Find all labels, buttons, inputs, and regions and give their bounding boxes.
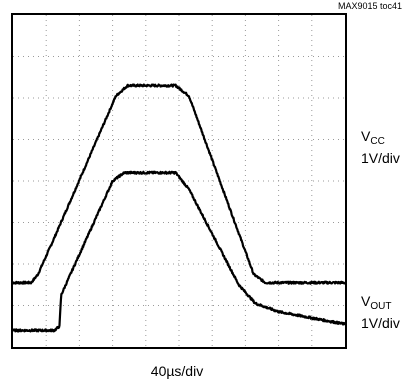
plot-frame <box>11 13 347 349</box>
channel-label-vcc: VCC 1V/div <box>361 128 400 166</box>
channel-label-vout: VOUT 1V/div <box>361 293 400 331</box>
traces <box>12 83 346 333</box>
channel-name-vout: V <box>361 293 371 309</box>
figure-tag: MAX9015 toc41 <box>337 1 402 11</box>
channel-scale-vcc: 1V/div <box>361 150 400 166</box>
channel-subscript-vcc: CC <box>370 136 385 147</box>
channel-name-vcc: V <box>361 128 371 144</box>
channel-scale-vout: 1V/div <box>361 315 400 331</box>
graticule <box>13 15 345 347</box>
trace-vcc <box>12 83 346 285</box>
time-scale-label: 40µs/div <box>150 363 204 379</box>
trace-vout <box>12 170 346 333</box>
channel-subscript-vout: OUT <box>370 301 392 312</box>
